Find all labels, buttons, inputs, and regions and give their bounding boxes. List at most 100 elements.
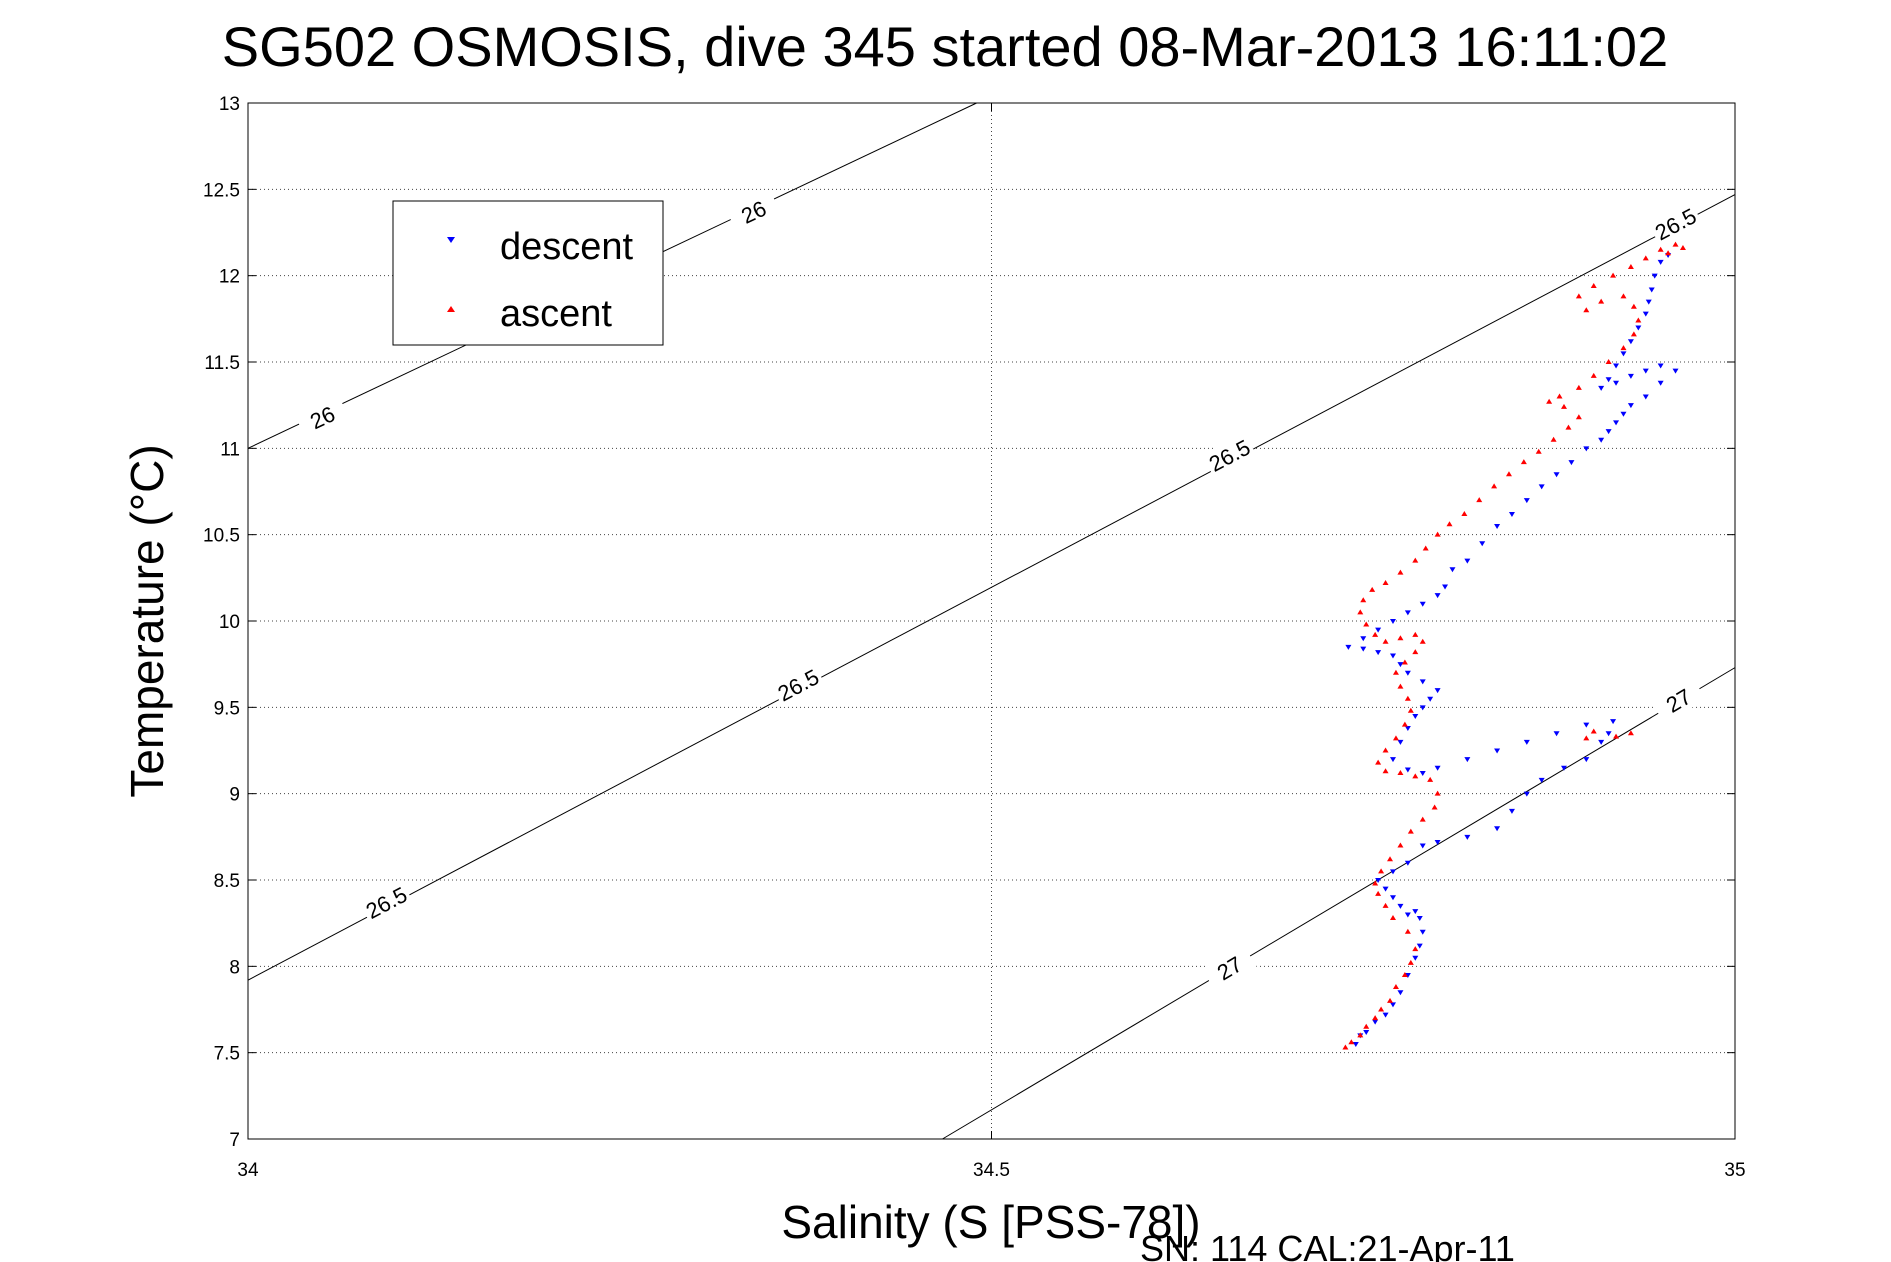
descent-point: [1404, 610, 1411, 616]
descent-point: [1494, 826, 1501, 832]
descent-point: [1620, 411, 1627, 417]
ascent-point: [1461, 510, 1468, 516]
descent-point: [1605, 429, 1612, 435]
ascent-point: [1427, 776, 1434, 782]
isopycnal-label-bg: [1202, 432, 1257, 478]
ascent-point: [1583, 735, 1590, 741]
descent-point: [1416, 943, 1423, 949]
y-tick-label: 8.5: [214, 871, 240, 892]
ascent-point: [1665, 250, 1672, 256]
descent-series: [1345, 252, 1679, 1048]
ascent-point: [1412, 773, 1419, 779]
ascent-point: [1382, 768, 1389, 774]
ascent-point: [1672, 241, 1679, 247]
x-tick-label: 34: [237, 1160, 259, 1181]
ascent-point: [1535, 448, 1542, 454]
descent-point: [1672, 368, 1679, 374]
descent-point: [1605, 731, 1612, 737]
ascent-point: [1657, 246, 1664, 252]
ascent-point: [1412, 946, 1419, 952]
descent-point: [1434, 840, 1441, 846]
ascent-point: [1378, 868, 1385, 874]
descent-point: [1627, 403, 1634, 409]
legend-box: [392, 200, 664, 346]
ascent-point: [1620, 293, 1627, 299]
ascent-point: [1446, 521, 1453, 527]
descent-point: [1645, 299, 1652, 305]
ascent-point: [1404, 695, 1411, 701]
descent-point: [1560, 765, 1567, 771]
descent-point: [1372, 1019, 1379, 1025]
ascent-point: [1392, 669, 1399, 675]
descent-point: [1397, 662, 1404, 668]
ascent-point: [1583, 307, 1590, 313]
descent-point: [1404, 860, 1411, 866]
ascent-point: [1401, 721, 1408, 727]
ascent-point: [1407, 828, 1414, 834]
descent-point: [1642, 311, 1649, 317]
ascent-point: [1630, 303, 1637, 309]
ascent-point: [1560, 403, 1567, 409]
isopycnal-line: [247, 194, 1736, 981]
descent-point: [1434, 593, 1441, 599]
descent-point: [1627, 373, 1634, 379]
descent-point: [1404, 972, 1411, 978]
ascent-point: [1372, 1015, 1379, 1021]
ascent-point: [1613, 733, 1620, 739]
ascent-point: [1491, 483, 1498, 489]
descent-point: [1389, 619, 1396, 624]
legend-ascent-marker: [447, 306, 455, 312]
descent-point: [1494, 748, 1501, 754]
isopycnal-line: [942, 667, 1736, 1140]
descent-point: [1449, 567, 1456, 573]
ascent-point: [1610, 272, 1617, 278]
isopycnal-label-bg: [358, 879, 414, 926]
ascent-point: [1419, 638, 1426, 644]
ascent-point: [1590, 283, 1597, 289]
descent-point: [1523, 498, 1530, 504]
descent-point: [1583, 446, 1590, 452]
ascent-point: [1419, 816, 1426, 822]
isopycnal-label-bg: [1651, 676, 1706, 724]
ascent-series: [1342, 241, 1686, 1050]
descent-point: [1404, 670, 1411, 676]
descent-point: [1553, 472, 1560, 478]
ascent-point: [1422, 545, 1429, 551]
descent-point: [1419, 601, 1426, 607]
descent-point: [1635, 325, 1642, 331]
ascent-point: [1401, 971, 1408, 977]
ascent-point: [1550, 436, 1557, 442]
ascent-point: [1575, 414, 1582, 420]
descent-point: [1479, 541, 1486, 547]
descent-point: [1508, 808, 1515, 814]
descent-point: [1464, 834, 1471, 840]
descent-point: [1389, 653, 1396, 659]
ascent-point: [1635, 317, 1642, 323]
descent-point: [1389, 757, 1396, 763]
descent-point: [1375, 650, 1382, 656]
ascent-point: [1389, 914, 1396, 920]
descent-point: [1389, 869, 1396, 875]
descent-point: [1583, 757, 1590, 763]
y-tick-label: 7.5: [214, 1044, 240, 1065]
descent-point: [1583, 722, 1590, 728]
ascent-point: [1401, 659, 1408, 665]
isopycnal-label-bg: [1648, 201, 1703, 247]
ascent-point: [1565, 424, 1572, 430]
ascent-point: [1679, 245, 1686, 251]
ascent-point: [1412, 649, 1419, 655]
y-tick-label: 10.5: [203, 526, 240, 547]
descent-point: [1382, 1012, 1389, 1018]
x-tick-label: 35: [1724, 1160, 1745, 1181]
chart-title: SG502 OSMOSIS, dive 345 started 08-Mar-2…: [222, 15, 1668, 78]
descent-point: [1613, 363, 1620, 369]
y-tick-label: 11: [220, 439, 240, 460]
descent-point: [1397, 990, 1404, 996]
ascent-point: [1434, 531, 1441, 537]
descent-point: [1352, 1042, 1359, 1048]
descent-point: [1605, 377, 1612, 383]
ascent-point: [1590, 728, 1597, 734]
descent-point: [1508, 511, 1515, 517]
descent-point: [1620, 351, 1627, 357]
